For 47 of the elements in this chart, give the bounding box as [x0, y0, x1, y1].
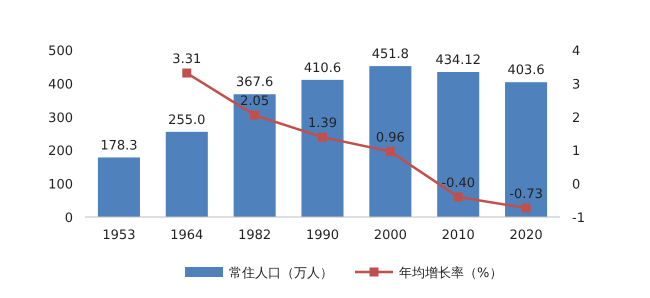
legend-label: 常住人口（万人）: [229, 266, 333, 281]
data-label: 451.8: [372, 47, 409, 62]
point: [250, 110, 260, 120]
point: [318, 132, 327, 142]
x-tick-label: 2020: [510, 228, 543, 243]
y-tick-label: 100: [48, 178, 73, 193]
data-label: -0.40: [441, 176, 476, 191]
point: [454, 192, 463, 202]
x-tick-label: 1982: [238, 228, 272, 243]
data-label: -0.73: [509, 186, 543, 202]
bar: [166, 132, 208, 217]
data-label: 403.6: [507, 63, 545, 78]
point: [522, 203, 531, 212]
y-tick-label: 200: [48, 144, 73, 160]
bar: [301, 80, 344, 217]
bar: [505, 82, 548, 217]
data-label: 255.0: [168, 112, 206, 128]
bar: [437, 72, 480, 217]
data-label: 410.6: [304, 60, 342, 76]
x-tick-label: 1964: [170, 228, 204, 243]
bar: [369, 66, 412, 217]
bar: [98, 157, 140, 217]
y-tick-label: 0: [64, 211, 73, 226]
x-tick-label: 1990: [306, 228, 340, 243]
bar: [234, 94, 276, 217]
y2-tick-label: -1: [572, 211, 585, 226]
y2-tick-label: 3: [572, 77, 580, 92]
point: [182, 68, 192, 78]
x-tick-label: 2010: [442, 228, 475, 243]
x-tick-label: 1953: [102, 228, 136, 243]
legend-label: 年均增长率（%）: [399, 265, 502, 281]
y-tick-label: 500: [48, 44, 73, 59]
data-label: 434.12: [435, 53, 481, 68]
data-label: 2.05: [240, 94, 270, 110]
x-tick-label: 2000: [374, 228, 407, 243]
data-label: 178.3: [100, 138, 138, 154]
data-label: 1.39: [308, 116, 337, 132]
data-label: 3.31: [172, 52, 202, 68]
data-label: 0.96: [376, 130, 405, 146]
y-tick-label: 400: [48, 77, 73, 92]
data-label: 367.6: [236, 75, 274, 90]
y-tick-label: 300: [48, 110, 73, 126]
y2-tick-label: 2: [572, 110, 580, 126]
y2-tick-label: 0: [572, 178, 580, 193]
y2-tick-label: 1: [572, 144, 580, 160]
y2-tick-label: 4: [572, 44, 580, 59]
point: [386, 147, 395, 156]
